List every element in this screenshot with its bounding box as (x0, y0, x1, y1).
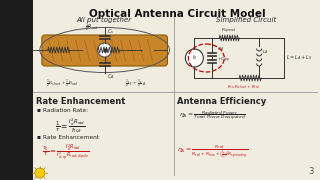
Text: 3: 3 (308, 167, 314, 176)
FancyBboxPatch shape (0, 0, 33, 180)
Text: $C_A$: $C_A$ (217, 45, 224, 53)
Text: $\frac{\tau_0}{\tau} = \frac{I_d^2 R_{rad}}{I_{d,sp}^2 R_{rad,dipole}}$: $\frac{\tau_0}{\tau} = \frac{I_d^2 R_{ra… (42, 143, 90, 163)
Text: $\eta_A = \frac{Radiated\ Power}{Total\ Power\ Dissipated}$: $\eta_A = \frac{Radiated\ Power}{Total\ … (180, 110, 246, 123)
Text: $\frac{1}{2}L_F + \frac{1}{2}L_A$: $\frac{1}{2}L_F + \frac{1}{2}L_A$ (124, 79, 146, 90)
Text: Optical Antenna Circuit Model: Optical Antenna Circuit Model (89, 9, 266, 19)
Text: $C_s$: $C_s$ (107, 27, 114, 36)
Text: $I_0$: $I_0$ (192, 54, 197, 62)
Text: $L = L_A + L_S$: $L = L_A + L_S$ (286, 54, 313, 62)
Text: ▪ Rate Enhancement: ▪ Rate Enhancement (37, 135, 99, 140)
Text: $\frac{1}{2}R_{shunt} + \frac{1}{2}R_{rad}$: $\frac{1}{2}R_{shunt} + \frac{1}{2}R_{ra… (46, 79, 78, 90)
Text: $\frac{1}{2}R_{rad}$: $\frac{1}{2}R_{rad}$ (85, 21, 99, 33)
Text: $+C_{gap}$: $+C_{gap}$ (217, 55, 231, 64)
Text: $\frac{1}{\tau} = \frac{I_d^2 R_{rad}}{\hbar\omega}$: $\frac{1}{\tau} = \frac{I_d^2 R_{rad}}{\… (55, 116, 85, 135)
Circle shape (35, 168, 45, 178)
Text: $R = R_{shunt} + R_{rad}$: $R = R_{shunt} + R_{rad}$ (227, 83, 261, 91)
Text: All put together: All put together (76, 17, 131, 23)
Circle shape (185, 49, 203, 67)
Text: Simplified Circuit: Simplified Circuit (216, 17, 276, 23)
Text: $R_{spread}$: $R_{spread}$ (221, 26, 237, 35)
Text: $L_A$: $L_A$ (262, 48, 268, 56)
Text: Antenna Efficiency: Antenna Efficiency (177, 97, 267, 106)
Ellipse shape (98, 43, 112, 57)
Text: ▪ Radiation Rate:: ▪ Radiation Rate: (37, 108, 88, 113)
Text: $\eta_A = \frac{R_{rad}}{R_{rad} + R_{loss} + \left(\frac{I_p}{I_d}\right)^{\!2}: $\eta_A = \frac{R_{rad}}{R_{rad} + R_{lo… (177, 143, 248, 160)
Text: $C_A$: $C_A$ (107, 72, 114, 81)
Text: Rate Enhancement: Rate Enhancement (36, 97, 125, 106)
FancyBboxPatch shape (42, 35, 167, 66)
